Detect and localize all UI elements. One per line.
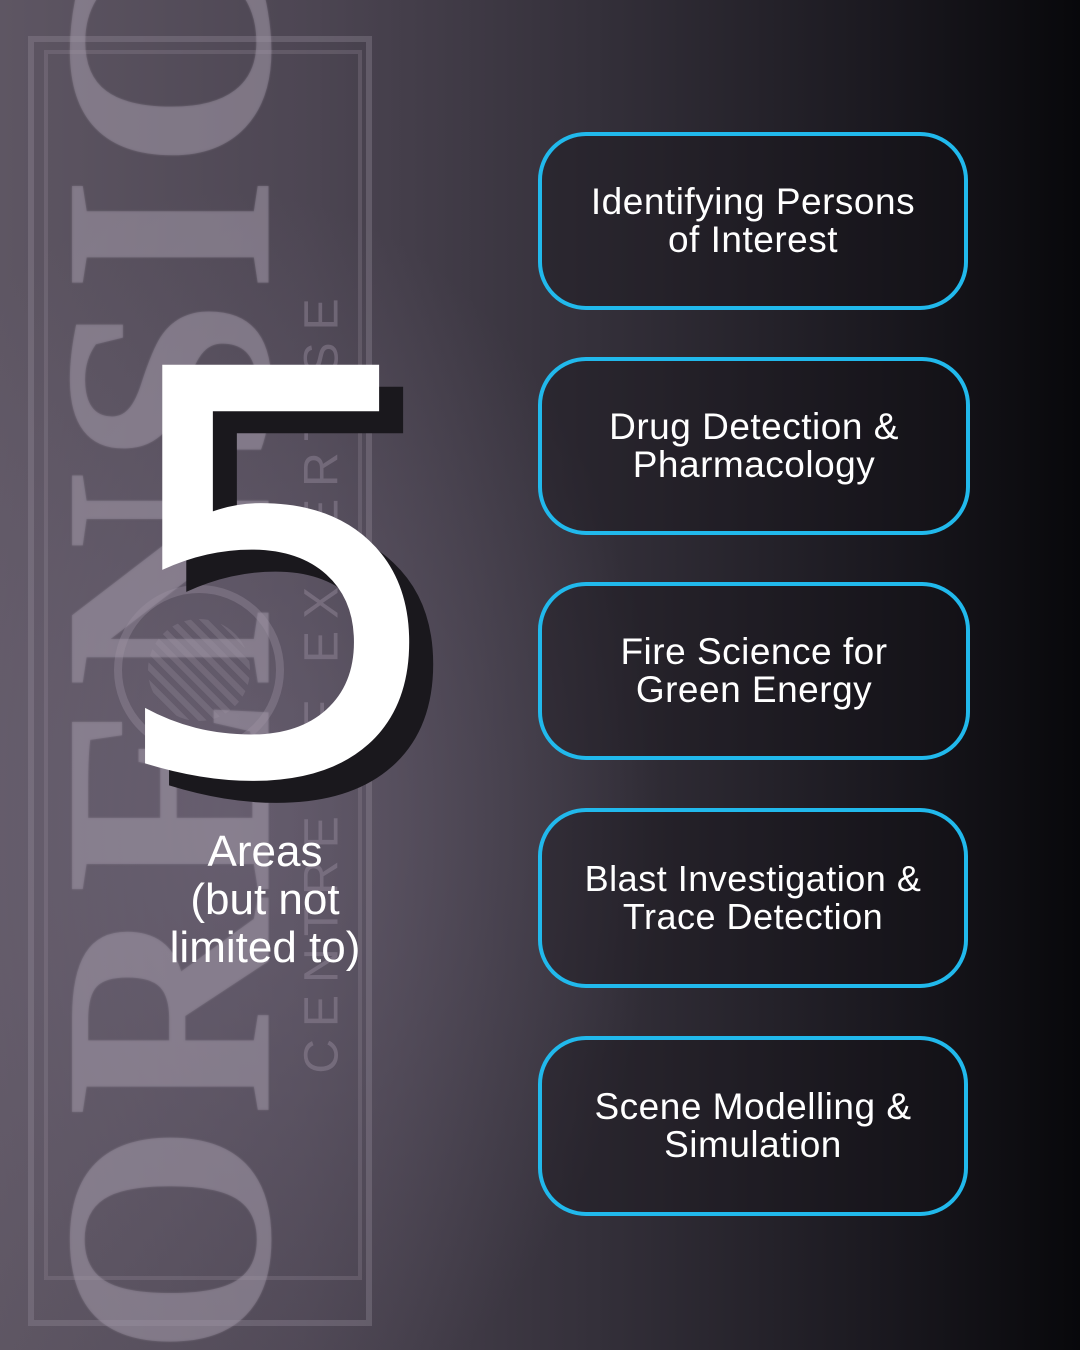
area-card-identifying-persons: Identifying Persons of Interest — [538, 132, 968, 310]
background-sign-frame — [28, 36, 372, 1326]
area-card-label: Identifying Persons of Interest — [591, 183, 915, 259]
headline-caption-line: limited to) — [169, 923, 361, 972]
area-card-scene-modelling: Scene Modelling & Simulation — [538, 1036, 968, 1216]
area-card-line: Scene Modelling & — [594, 1086, 912, 1127]
headline-caption-line: (but not — [190, 875, 340, 924]
area-card-drug-detection: Drug Detection & Pharmacology — [538, 357, 970, 535]
area-card-line: Trace Detection — [622, 896, 884, 937]
area-card-label: Drug Detection & Pharmacology — [609, 408, 899, 484]
area-card-blast-investigation: Blast Investigation & Trace Detection — [538, 808, 968, 988]
area-card-fire-science: Fire Science for Green Energy — [538, 582, 970, 760]
area-card-line: Pharmacology — [632, 444, 876, 485]
area-card-label: Blast Investigation & Trace Detection — [585, 860, 922, 936]
area-card-label: Fire Science for Green Energy — [620, 633, 887, 709]
area-card-line: of Interest — [667, 219, 839, 260]
headline-caption-line: Areas — [207, 827, 323, 876]
area-card-line: Fire Science for — [620, 631, 888, 672]
background-seal-pattern — [148, 619, 250, 721]
area-card-line: Drug Detection & — [609, 406, 899, 447]
background-seal-emblem — [114, 585, 284, 755]
area-card-line: Green Energy — [635, 669, 873, 710]
headline-number: 5 — [101, 254, 458, 906]
area-card-label: Scene Modelling & Simulation — [594, 1088, 911, 1164]
area-card-line: Identifying Persons — [590, 181, 916, 222]
headline-caption: Areas (but not limited to) — [120, 828, 410, 972]
area-card-line: Simulation — [664, 1124, 842, 1165]
background-sign-inner-frame — [44, 50, 362, 1280]
area-card-line: Blast Investigation & — [584, 858, 922, 899]
